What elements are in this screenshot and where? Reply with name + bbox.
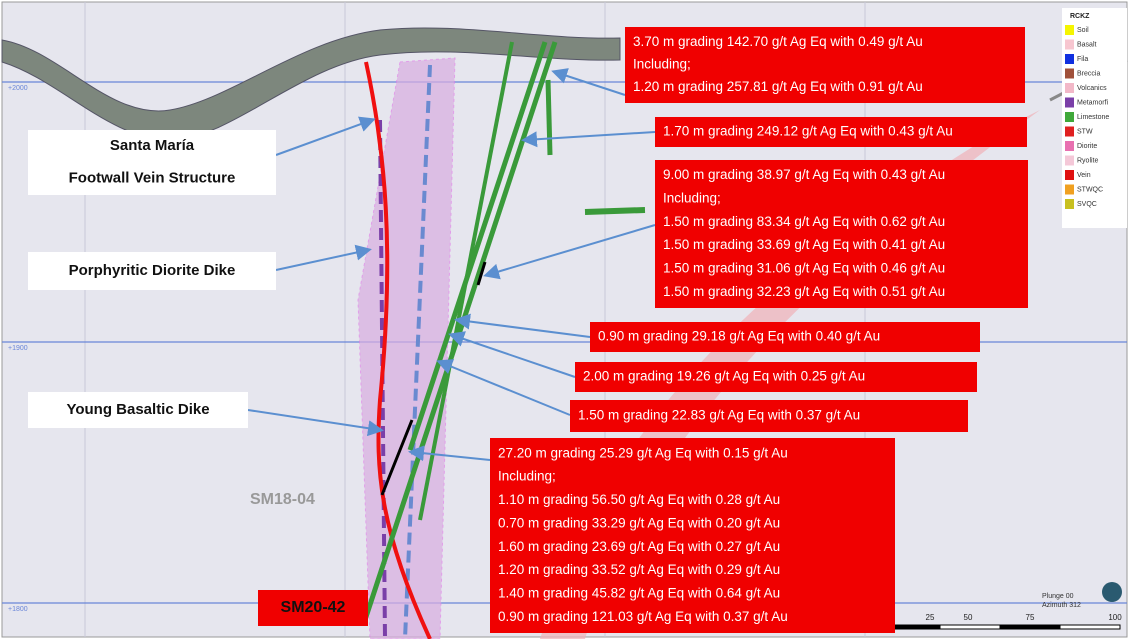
legend-swatch: [1065, 83, 1074, 93]
legend-swatch: [1065, 199, 1074, 209]
legend-label: Vein: [1077, 172, 1091, 179]
legend-title: RCKZ: [1070, 13, 1090, 20]
legend-label: Metamorfi: [1077, 99, 1109, 106]
callout-box: [490, 438, 895, 633]
legend-label: STWQC: [1077, 186, 1103, 193]
callout-text: 1.40 m grading 45.82 g/t Ag Eq with 0.64…: [498, 586, 780, 601]
legend-swatch: [1065, 155, 1074, 166]
elevation-label: +1800: [8, 606, 28, 613]
legend-label: Ryolite: [1077, 157, 1099, 164]
dike-contact: [403, 64, 432, 639]
drill-hole: [584, 207, 646, 215]
callout-text: 0.70 m grading 33.29 g/t Ag Eq with 0.20…: [498, 515, 780, 530]
legend-swatch: [1065, 112, 1074, 122]
callout-text: 3.70 m grading 142.70 g/t Ag Eq with 0.4…: [633, 34, 923, 49]
callout-box: [655, 117, 1027, 147]
label-text: Santa María: [110, 137, 195, 154]
view-label: Plunge 00: [1042, 593, 1074, 600]
elevation-label: +1900: [8, 345, 28, 352]
legend-swatch: [1065, 141, 1074, 151]
label-box: [28, 252, 276, 290]
callout-text: 1.60 m grading 23.69 g/t Ag Eq with 0.27…: [498, 539, 780, 554]
callout-text: Including;: [633, 57, 691, 72]
compass: [1102, 582, 1122, 602]
callout-text: 1.50 m grading 31.06 g/t Ag Eq with 0.46…: [663, 261, 945, 276]
callout-text: 1.50 m grading 33.69 g/t Ag Eq with 0.41…: [663, 237, 945, 252]
elevation-label: +2000: [8, 85, 28, 92]
callout-text: 0.90 m grading 121.03 g/t Ag Eq with 0.3…: [498, 609, 788, 624]
scale-label: 100: [1108, 613, 1122, 622]
legend-label: Diorite: [1077, 143, 1097, 150]
callout-text: 1.50 m grading 83.34 g/t Ag Eq with 0.62…: [663, 214, 945, 229]
legend-swatch: [1065, 170, 1074, 180]
legend-swatch: [1065, 97, 1074, 108]
label-box: [28, 130, 276, 195]
legend-swatch: [1065, 68, 1074, 79]
hole-label: SM20-42: [281, 599, 346, 616]
callout-box: [590, 322, 980, 352]
legend-label: Breccia: [1077, 70, 1100, 77]
callout-text: 0.90 m grading 29.18 g/t Ag Eq with 0.40…: [598, 329, 880, 344]
callout-text: 1.50 m grading 32.23 g/t Ag Eq with 0.51…: [663, 284, 945, 299]
legend-label: Basalt: [1077, 41, 1097, 48]
scale-bar: [879, 624, 1121, 630]
label-text: Porphyritic Diorite Dike: [69, 262, 236, 279]
legend-swatch: [1065, 25, 1074, 35]
scale-label: 25: [926, 613, 935, 622]
scale-label: 75: [1026, 613, 1035, 622]
callout-text: 1.20 m grading 33.52 g/t Ag Eq with 0.29…: [498, 562, 780, 577]
legend-label: STW: [1077, 128, 1093, 135]
hole-label: SM18-04: [250, 491, 315, 508]
callout-text: 2.00 m grading 19.26 g/t Ag Eq with 0.25…: [583, 369, 865, 384]
legend-label: Soil: [1077, 27, 1089, 34]
legend-swatch: [1065, 126, 1074, 137]
arrows: [247, 68, 656, 462]
label-text: Footwall Vein Structure: [69, 170, 236, 187]
legend-label: Limestone: [1077, 114, 1109, 121]
callout-box: [655, 160, 1028, 308]
callout-box: [570, 400, 968, 432]
legend-label: Fila: [1077, 56, 1088, 63]
legend-swatch: [1065, 39, 1074, 50]
label-text: Young Basaltic Dike: [66, 401, 209, 418]
callout-text: 1.20 m grading 257.81 g/t Ag Eq with 0.9…: [633, 79, 923, 94]
callout-text: 1.70 m grading 249.12 g/t Ag Eq with 0.4…: [663, 124, 953, 139]
hole-label-box: [258, 590, 368, 626]
legend-swatch: [1065, 184, 1074, 195]
callout-text: 27.20 m grading 25.29 g/t Ag Eq with 0.1…: [498, 445, 788, 460]
legend-swatch: [1065, 54, 1074, 64]
drill-hole: [418, 41, 514, 521]
callout-box: [575, 362, 977, 392]
callout-box: [625, 27, 1025, 103]
drill-hole: [407, 41, 548, 451]
callout-text: 1.10 m grading 56.50 g/t Ag Eq with 0.28…: [498, 492, 780, 507]
scale-label: 50: [964, 613, 973, 622]
callout-text: Including;: [663, 191, 721, 206]
callout-text: 9.00 m grading 38.97 g/t Ag Eq with 0.43…: [663, 167, 945, 182]
legend-label: Volcanics: [1077, 85, 1107, 92]
callout-text: 1.50 m grading 22.83 g/t Ag Eq with 0.37…: [578, 408, 860, 423]
legend-label: SVQC: [1077, 201, 1097, 208]
label-box: [28, 392, 248, 428]
drill-hole: [545, 79, 553, 156]
view-label: Azimuth 312: [1042, 602, 1081, 609]
callout-text: Including;: [498, 469, 556, 484]
